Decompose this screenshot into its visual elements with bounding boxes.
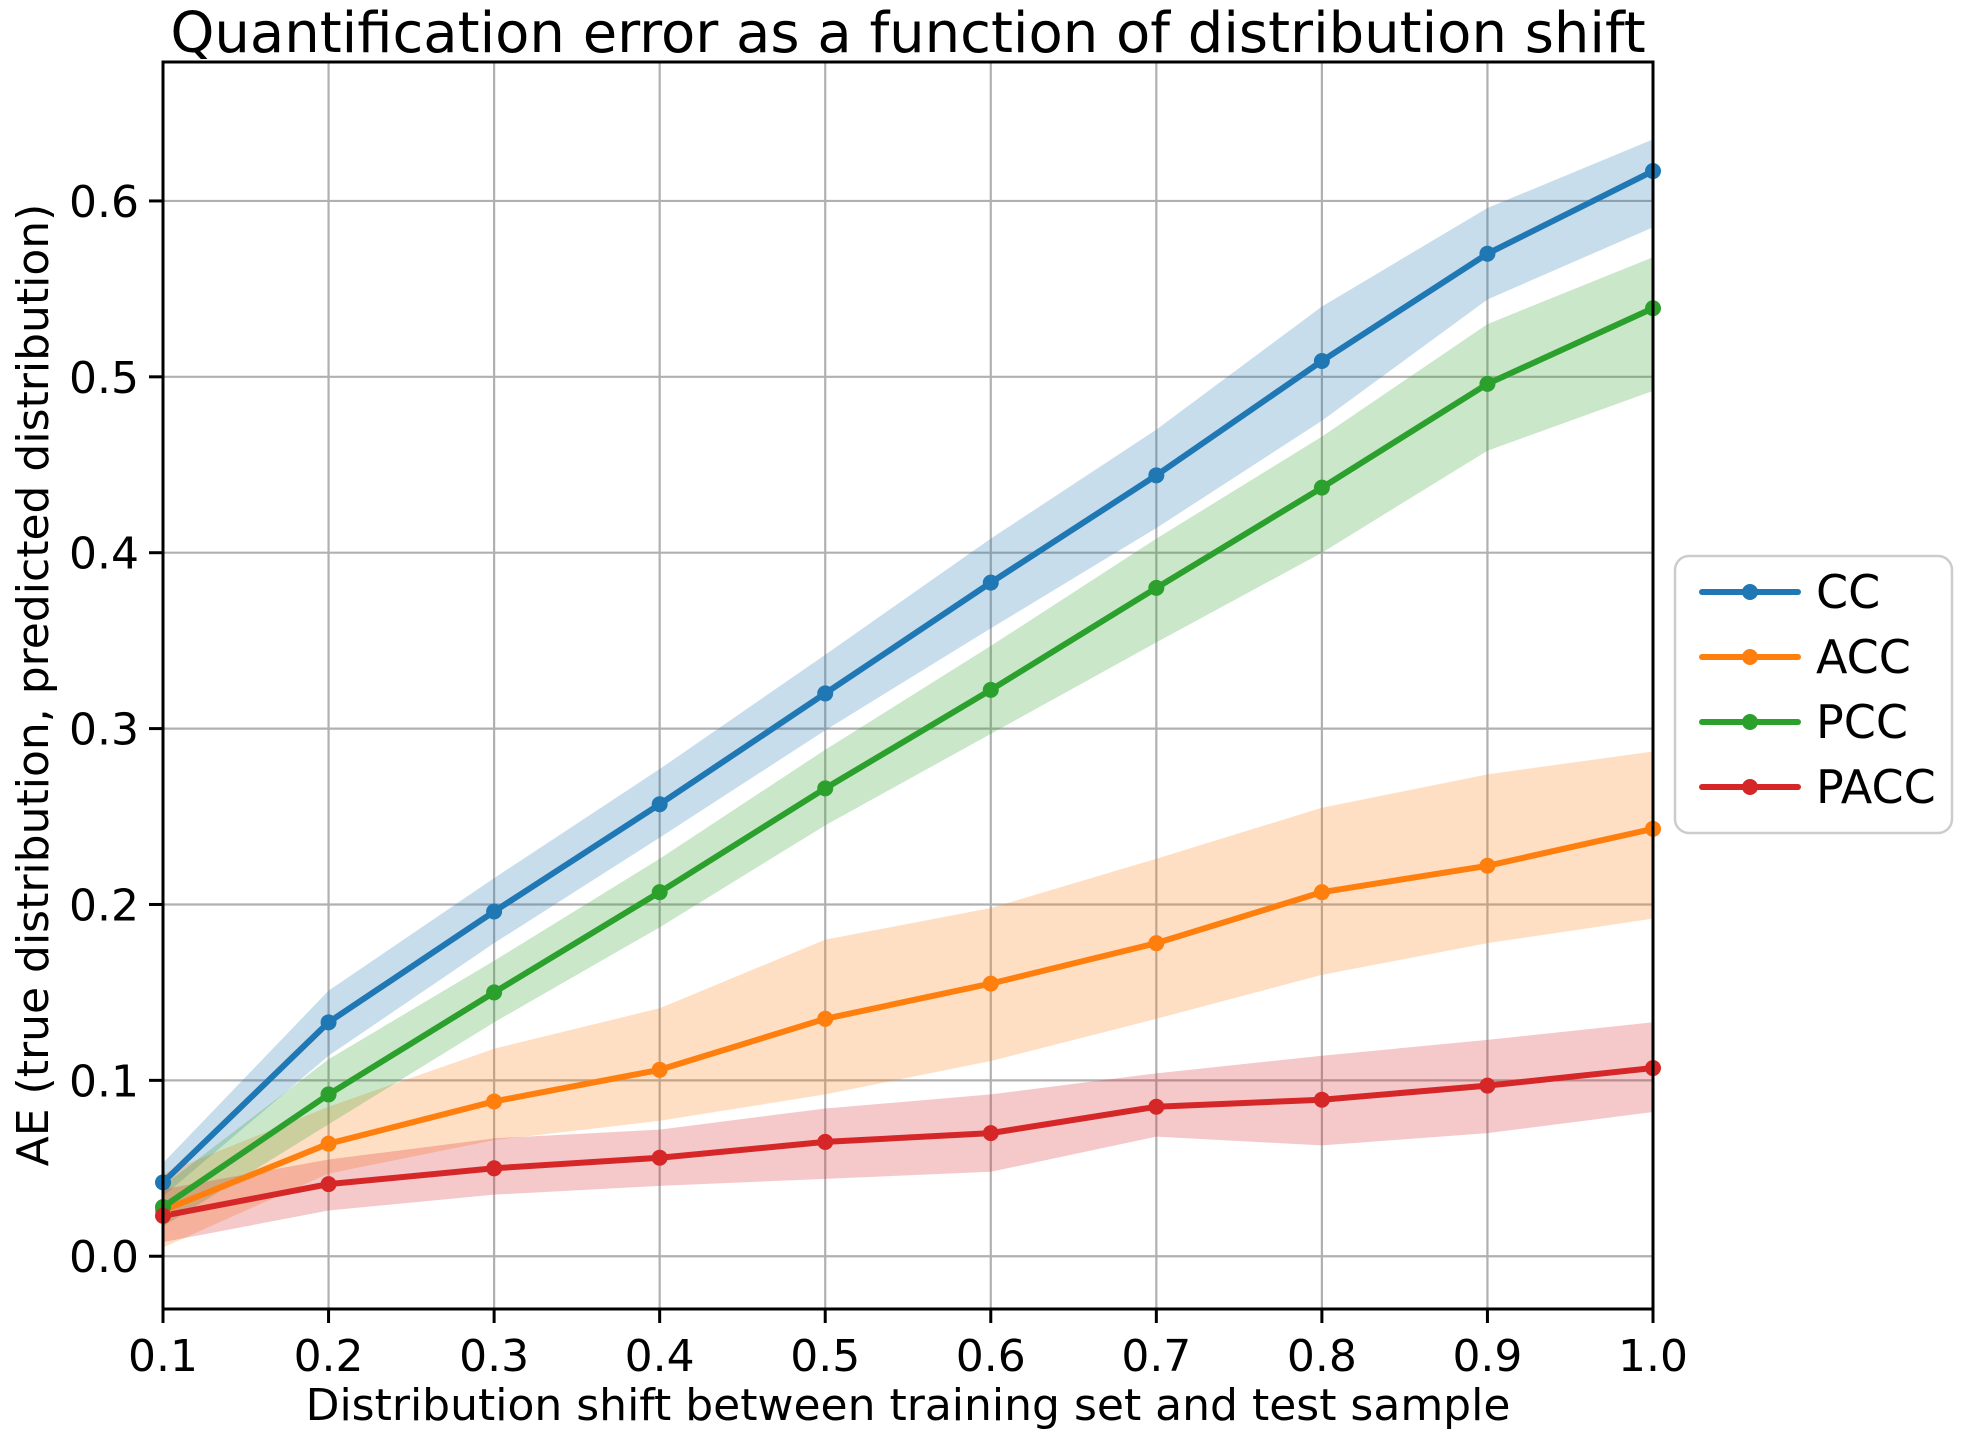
y-tick-label: 0.3 [69,705,139,756]
data-point-PCC [651,884,668,901]
legend-label-PCC: PCC [1816,695,1908,749]
legend-box [1673,554,1954,835]
data-point-ACC [486,1093,503,1110]
series-line-CC [160,168,1656,1186]
legend-item-ACC: ACC [1699,630,1911,684]
data-point-ACC [651,1061,668,1078]
legend-marker-PACC [1742,779,1758,795]
data-point-ACC [1479,857,1496,874]
data-point-PACC [651,1149,668,1166]
legend-marker-CC [1742,584,1758,600]
y-tick-label: 0.4 [69,529,139,580]
legend-label-PACC: PACC [1816,760,1936,814]
y-tick-label: 0.0 [69,1232,139,1283]
data-point-PCC [817,780,834,797]
data-point-PCC [486,984,503,1001]
data-point-PCC [982,681,999,698]
confidence-band-PACC [163,1022,1653,1243]
data-point-CC [651,796,668,813]
data-point-PACC [1479,1077,1496,1094]
data-point-ACC [1313,884,1330,901]
y-tick-label: 0.2 [69,880,139,931]
data-point-ACC [982,975,999,992]
data-point-ACC [817,1010,834,1027]
legend-label-ACC: ACC [1816,630,1911,684]
data-point-PACC [486,1160,503,1177]
data-point-CC [1148,467,1165,484]
x-tick-label: 0.4 [625,1331,695,1382]
series-line-PCC [160,305,1656,1210]
x-tick-label: 0.6 [956,1331,1026,1382]
series-line-PACC [160,1065,1656,1219]
data-point-CC [982,574,999,591]
data-point-PCC [1479,375,1496,392]
chart-title: Quantification error as a function of di… [170,1,1645,66]
axis-tick-labels: 0.1 0.2 0.3 0.4 0.5 0.6 0.7 0.8 0.9 1.0 0.0 0.1 0.2 0… [69,177,1688,1382]
y-tick-label: 0.5 [69,353,139,404]
x-tick-label: 0.3 [459,1331,529,1382]
data-point-CC [486,903,503,920]
legend-label-CC: CC [1816,565,1880,619]
series-line-ACC [160,825,1656,1214]
x-tick-label: 0.8 [1287,1331,1357,1382]
y-tick-label: 0.6 [69,177,139,228]
data-point-ACC [1148,935,1165,952]
legend-item-PCC: PCC [1699,695,1908,749]
data-point-CC [320,1014,337,1031]
data-point-CC [1479,245,1496,262]
data-point-PCC [1148,579,1165,596]
x-tick-label: 0.2 [294,1331,364,1382]
data-point-PACC [817,1133,834,1150]
x-tick-label: 0.5 [790,1331,860,1382]
data-point-PACC [982,1125,999,1142]
confidence-band-CC [163,139,1653,1197]
legend-marker-ACC [1742,649,1758,665]
legend-item-CC: CC [1699,565,1880,619]
data-point-ACC [320,1135,337,1152]
x-tick-label: 1.0 [1618,1331,1688,1382]
legend: CC ACC PCC PACC [1673,554,1954,835]
y-tick-label: 0.1 [69,1056,139,1107]
data-point-CC [1313,352,1330,369]
data-point-PCC [320,1086,337,1103]
x-axis-label: Distribution shift between training set … [306,1380,1511,1431]
x-tick-label: 0.9 [1452,1331,1522,1382]
data-point-CC [817,685,834,702]
axis-ticks [149,199,1655,1323]
legend-item-PACC: PACC [1699,760,1936,814]
series-markers [155,163,1661,1224]
data-point-PCC [1313,479,1330,496]
data-point-PACC [1148,1098,1165,1115]
data-point-PACC [320,1176,337,1193]
series-lines [160,168,1656,1219]
x-tick-label: 0.7 [1121,1331,1191,1382]
data-point-PACC [1313,1091,1330,1108]
plot-frame [161,60,1655,1311]
legend-marker-PCC [1742,714,1758,730]
x-tick-label: 0.1 [128,1331,198,1382]
y-axis-label: AE (true distribution, predicted distrib… [8,204,59,1167]
axes-frame [161,60,1655,1311]
